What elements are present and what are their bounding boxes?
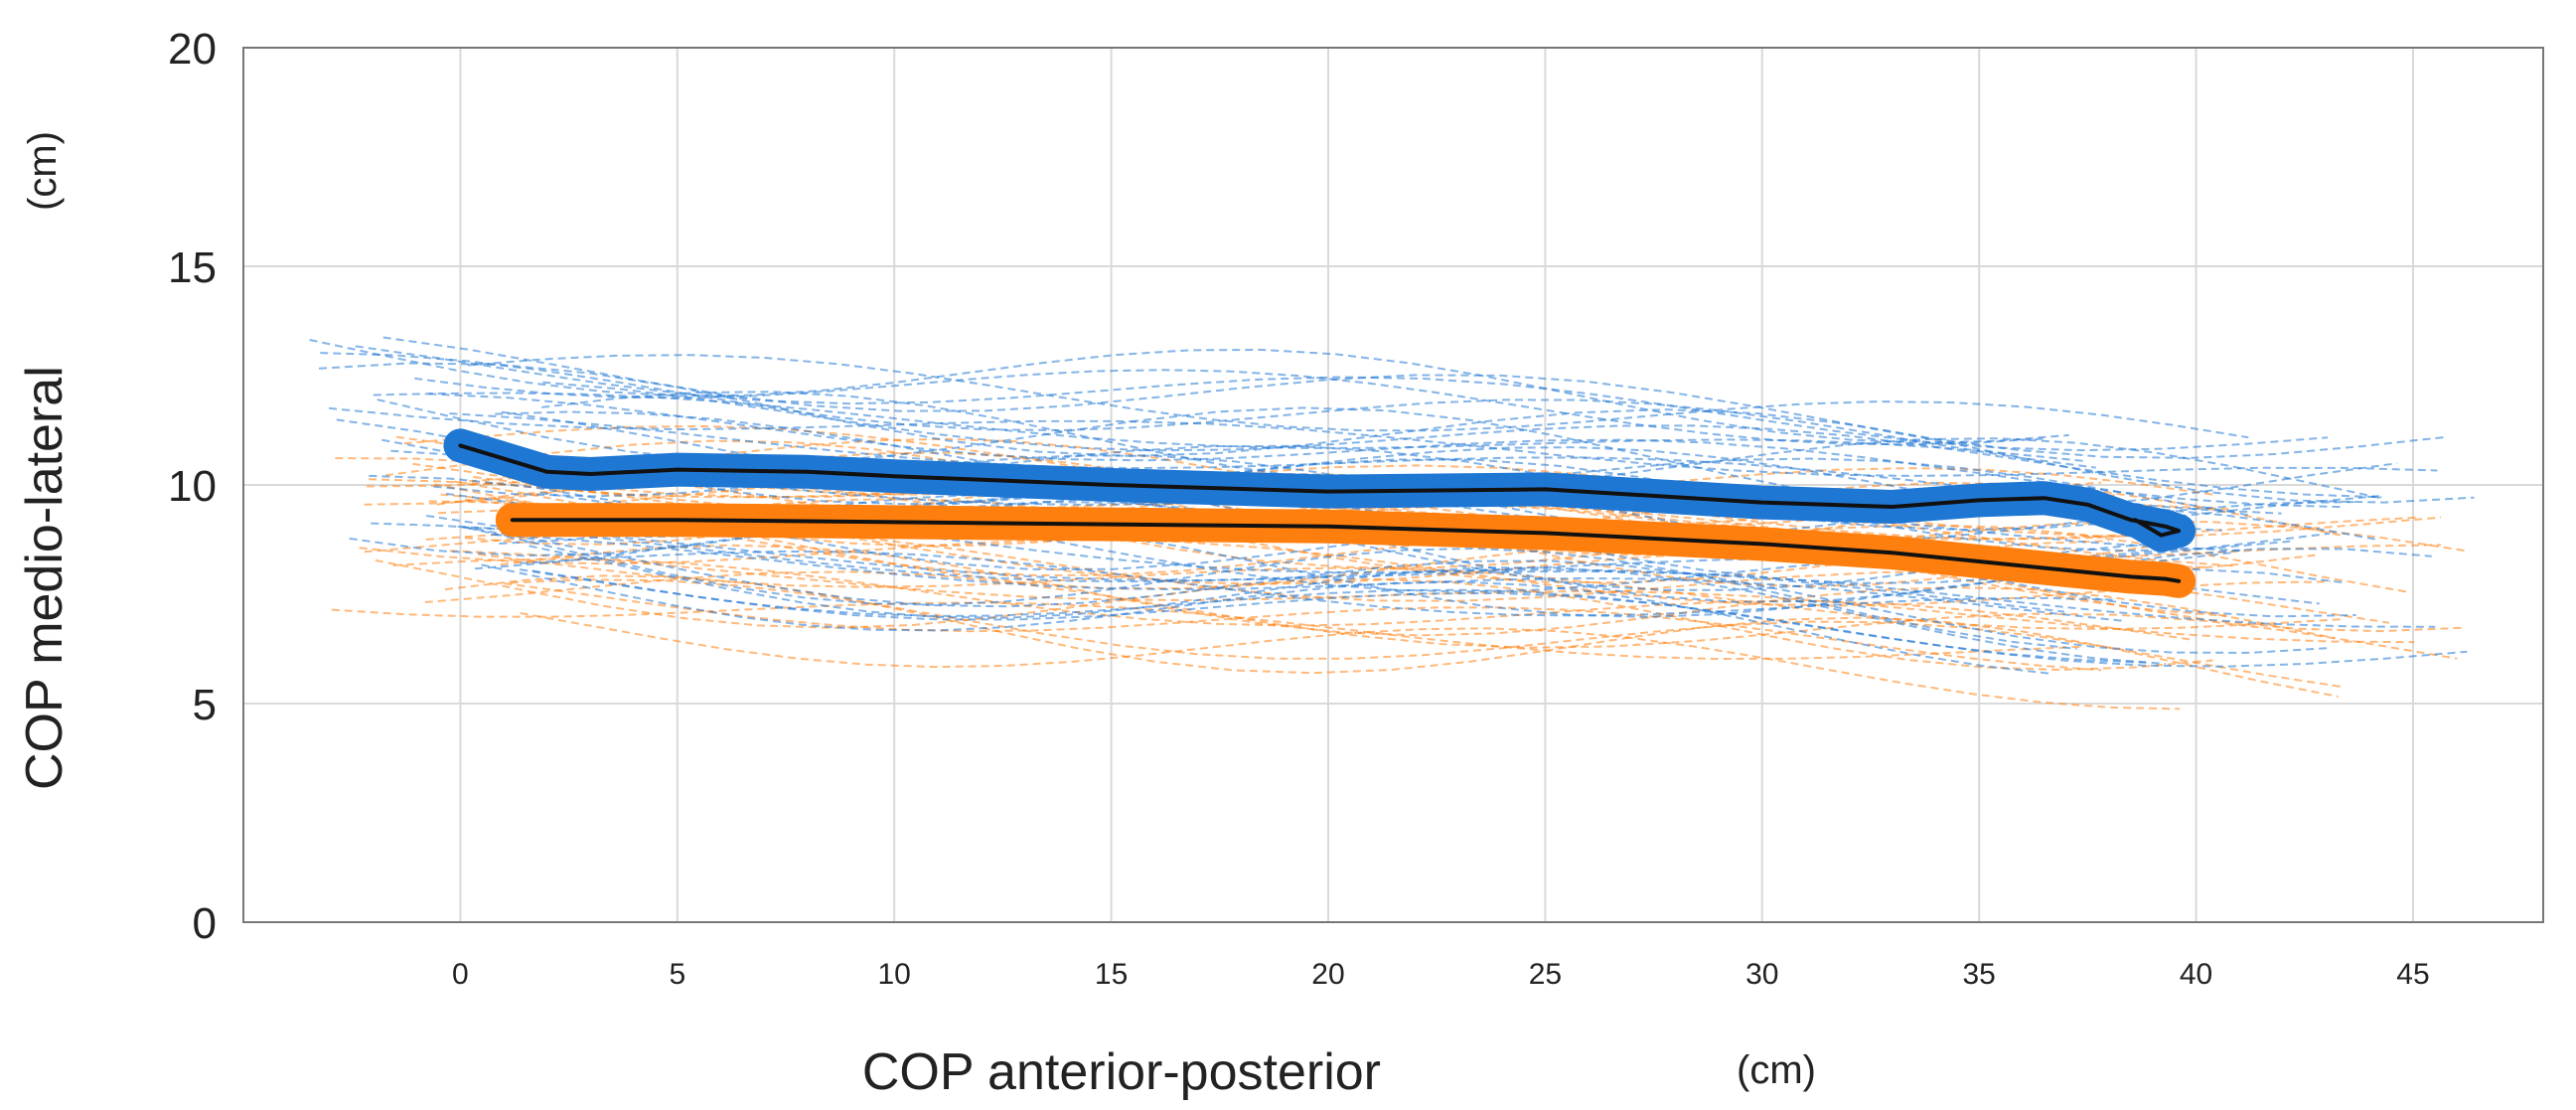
trial-trace (320, 352, 2096, 469)
trial-trace (392, 557, 2195, 641)
plot-frame (242, 47, 2544, 923)
trial-trace (309, 339, 2069, 444)
trial-trace (504, 582, 2102, 672)
trial-trace (491, 533, 2126, 622)
trial-trace (444, 574, 2339, 698)
x-tick-label: 0 (452, 958, 469, 991)
y-tick-label: 0 (193, 899, 217, 948)
x-tick-label: 30 (1745, 958, 1778, 991)
x-tick-label: 10 (878, 958, 911, 991)
trial-trace (331, 601, 2082, 661)
trial-trace (424, 570, 2458, 660)
trial-trace (318, 362, 2475, 504)
x-tick-labels: 0 5 10 15 20 25 30 35 40 45 (452, 958, 2430, 991)
x-tick-label: 15 (1095, 958, 1128, 991)
trial-trace (463, 526, 2329, 654)
trial-trace (529, 545, 2166, 665)
y-axis-label: COP medio-lateral (16, 366, 74, 790)
trial-trace (467, 354, 2249, 439)
trial-trace (520, 612, 2181, 711)
x-tick-label: 35 (1962, 958, 1995, 991)
trial-trace (468, 527, 2077, 650)
trial-trace (481, 563, 2049, 675)
mean-trajectories (443, 428, 2197, 598)
trial-trace (542, 381, 2382, 499)
trial-trace (382, 336, 2448, 459)
trial-trace (373, 392, 2085, 462)
mean-line (458, 443, 2182, 538)
mean-line (510, 518, 2182, 583)
y-tick-label: 15 (168, 243, 217, 292)
trial-trace (428, 393, 2343, 509)
y-tick-label: 10 (168, 462, 217, 511)
trial-trace (335, 457, 2237, 567)
y-tick-label: 20 (168, 25, 217, 74)
x-tick-label: 25 (1529, 958, 1562, 991)
trial-trace (395, 435, 2442, 538)
x-axis-unit: (cm) (1737, 1048, 1816, 1092)
x-axis-label: COP anterior-posterior (862, 1043, 1381, 1101)
y-tick-label: 5 (193, 681, 217, 729)
trial-trace (500, 544, 2336, 640)
trial-trace (478, 553, 2344, 631)
trial-trace (371, 522, 2065, 613)
x-tick-label: 40 (2180, 958, 2212, 991)
y-axis-unit: (cm) (21, 131, 65, 211)
trial-trace (412, 462, 2421, 541)
x-tick-label: 20 (1311, 958, 1344, 991)
trial-trace (531, 569, 2468, 668)
x-tick-label: 5 (669, 958, 685, 991)
x-tick-label: 45 (2396, 958, 2429, 991)
trial-trace (329, 406, 2438, 477)
trial-trace (375, 558, 2213, 672)
y-tick-labels: 0 5 10 15 20 (168, 25, 217, 948)
trial-trace (510, 578, 2343, 689)
trial-trace (449, 550, 2415, 644)
trial-trace (369, 474, 2356, 618)
